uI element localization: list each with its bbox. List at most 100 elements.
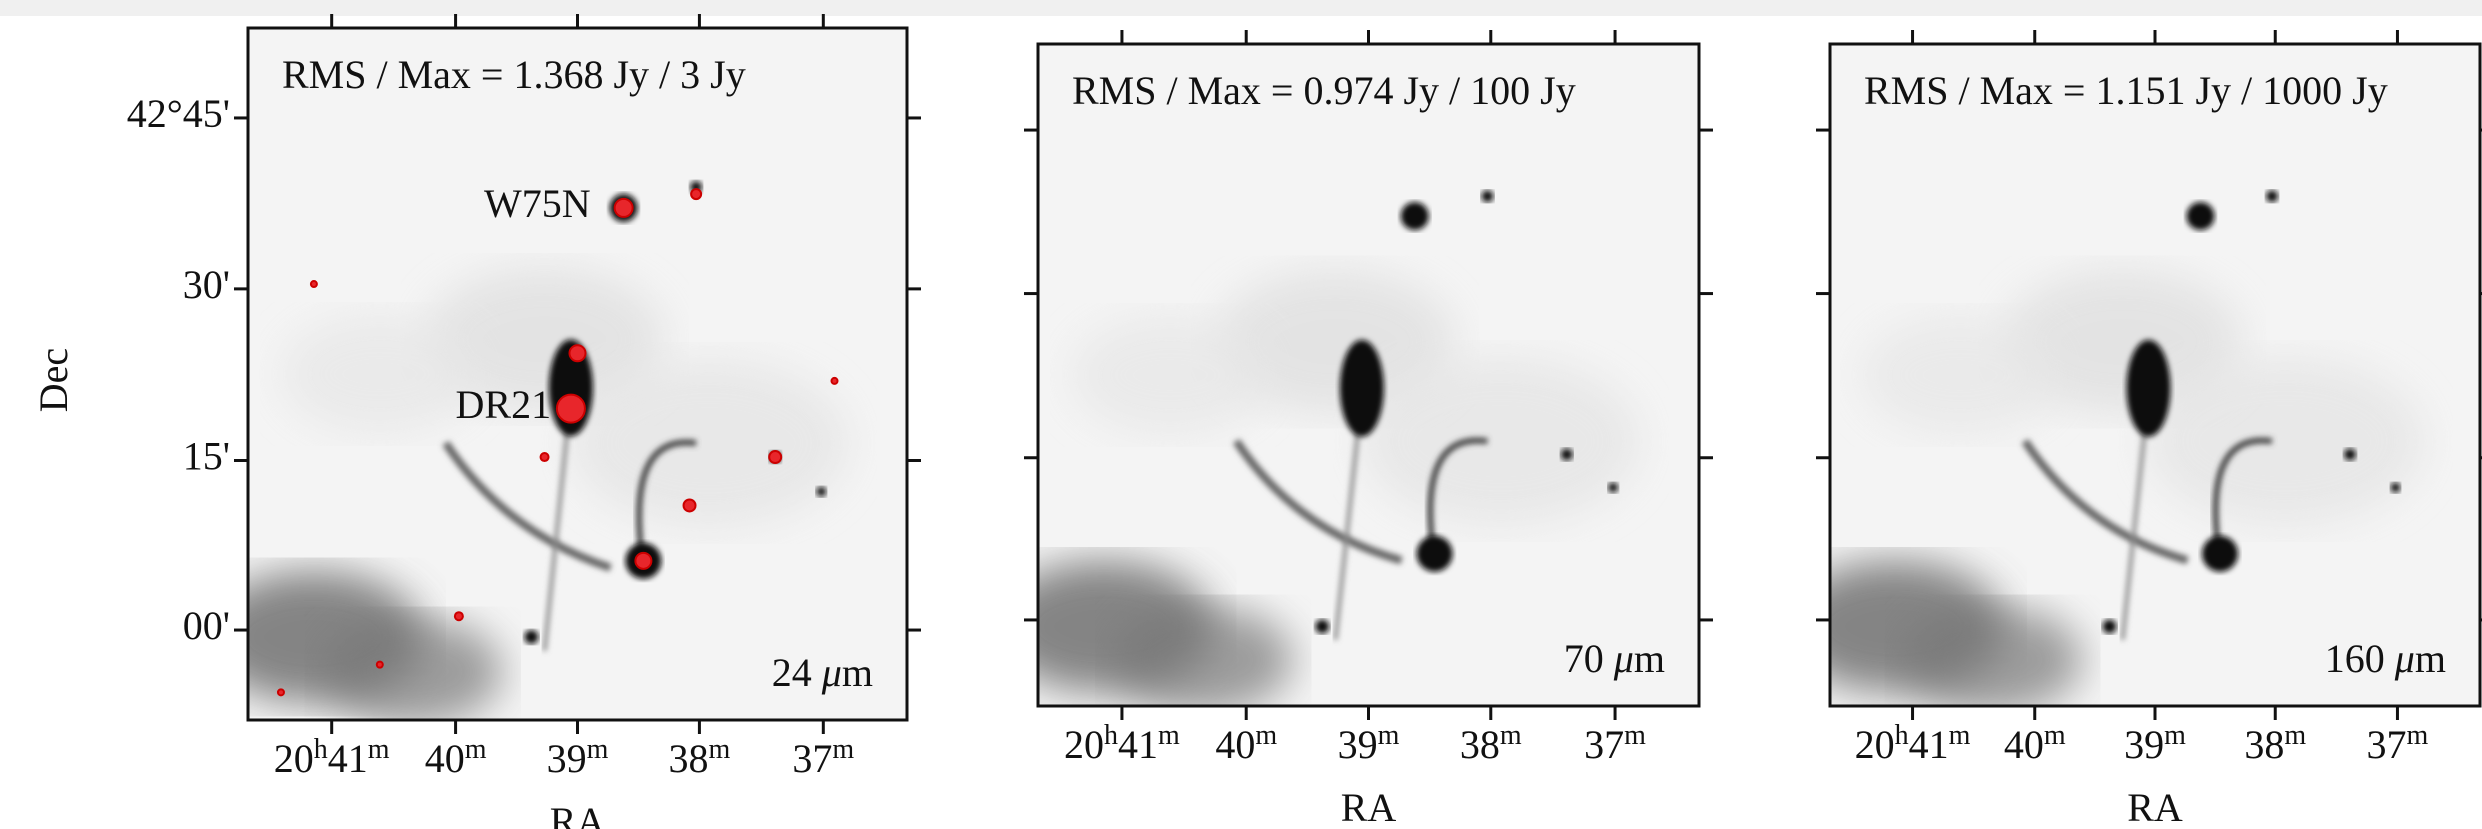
tick-part: 40 (1215, 722, 1255, 767)
band-part: m (2415, 636, 2446, 681)
diffuse (1860, 315, 2060, 435)
contour (309, 280, 318, 289)
band-part: μ (821, 650, 842, 695)
x-tick-label: 39m (547, 734, 609, 781)
x-tick-label: 37m (792, 734, 854, 781)
contour (613, 197, 634, 218)
source (1400, 202, 1429, 231)
contour (768, 450, 783, 465)
x-tick-label: 39m (2124, 720, 2186, 767)
contour (453, 611, 464, 622)
filament (636, 439, 697, 569)
x-tick-label: 40m (2004, 720, 2066, 767)
filament (1427, 437, 1488, 561)
band-part: μ (1613, 636, 1634, 681)
source (2102, 619, 2117, 634)
source (1416, 535, 1453, 572)
tick-part: m (1158, 720, 1180, 751)
tick-part: m (465, 734, 487, 765)
diffuse (2002, 269, 2243, 414)
tick-part: 40 (2004, 722, 2044, 767)
contour (682, 498, 697, 513)
x-axis-label: RA (550, 799, 606, 829)
band-part: μ (2394, 636, 2415, 681)
filament (442, 440, 612, 572)
x-tick-label: 20h41m (1855, 720, 1971, 767)
source (2344, 448, 2356, 461)
tick-part: 41 (1118, 722, 1158, 767)
tick-part: m (1378, 720, 1400, 751)
panel-stats: RMS / Max = 0.974 Jy / 100 Jy (1072, 68, 1576, 113)
diffuse (1902, 605, 2083, 706)
diffuse (1360, 357, 1641, 526)
tick-part: m (2407, 720, 2429, 751)
diffuse (1215, 269, 1456, 414)
source (2390, 482, 2401, 493)
top-band (0, 0, 2482, 16)
source (1608, 482, 1619, 493)
tick-part: 20 (274, 736, 314, 781)
tick-part: 38 (2244, 722, 2284, 767)
tick-part: 38 (669, 736, 709, 781)
source (2266, 190, 2278, 203)
source (1339, 339, 1384, 437)
band-label: 70 μm (1564, 636, 1665, 681)
x-tick-label: 38m (1460, 720, 1522, 767)
band-label: 160 μm (2325, 636, 2446, 681)
source (2186, 202, 2215, 231)
tick-part: m (2044, 720, 2066, 751)
tick-part: m (368, 734, 390, 765)
tick-part: 38 (1460, 722, 1500, 767)
tick-part: m (1500, 720, 1522, 751)
band-part: m (842, 650, 873, 695)
tick-part: m (1949, 720, 1971, 751)
tick-part: 37 (1584, 722, 1624, 767)
diffuse (322, 617, 503, 720)
filament (542, 394, 573, 652)
y-axis-label: Dec (31, 348, 76, 412)
diffuse (1070, 315, 1271, 435)
tick-part: 20 (1855, 722, 1895, 767)
source (524, 629, 539, 644)
filament (2021, 438, 2189, 565)
y-tick-label: 15' (183, 434, 230, 479)
x-tick-label: 20h41m (274, 734, 390, 781)
band-part: m (1634, 636, 1665, 681)
y-tick-label: 00' (183, 603, 230, 648)
tick-part: m (832, 734, 854, 765)
x-tick-label: 20h41m (1064, 720, 1180, 767)
tick-part: m (2164, 720, 2186, 751)
y-tick-label: 42°45' (127, 91, 230, 136)
panel-stats: RMS / Max = 1.151 Jy / 1000 Jy (1864, 68, 2388, 113)
source (2202, 535, 2238, 572)
source (1481, 190, 1494, 203)
tick-part: 20 (1064, 722, 1104, 767)
tick-part: m (709, 734, 731, 765)
tick-part: 40 (425, 736, 465, 781)
y-tick-label: 30' (183, 262, 230, 307)
x-tick-label: 40m (425, 734, 487, 781)
panel-stats: RMS / Max = 1.368 Jy / 3 Jy (282, 52, 746, 97)
x-tick-label: 37m (2367, 720, 2429, 767)
tick-part: 37 (2367, 722, 2407, 767)
source (816, 486, 827, 497)
contour (276, 688, 285, 697)
sky-image (1830, 44, 2480, 706)
tick-part: h (314, 734, 328, 765)
contour (634, 551, 653, 570)
tick-part: 39 (547, 736, 587, 781)
contour (555, 393, 586, 424)
band-label: 24 μm (772, 650, 873, 695)
source-annotation: W75N (484, 181, 591, 226)
tick-part: m (2284, 720, 2306, 751)
source (2126, 339, 2171, 437)
x-axis-label: RA (1341, 785, 1397, 829)
sky-image (1038, 44, 1699, 706)
filament (2212, 437, 2273, 561)
x-tick-label: 39m (1338, 720, 1400, 767)
contour (690, 188, 703, 201)
tick-part: m (587, 734, 609, 765)
